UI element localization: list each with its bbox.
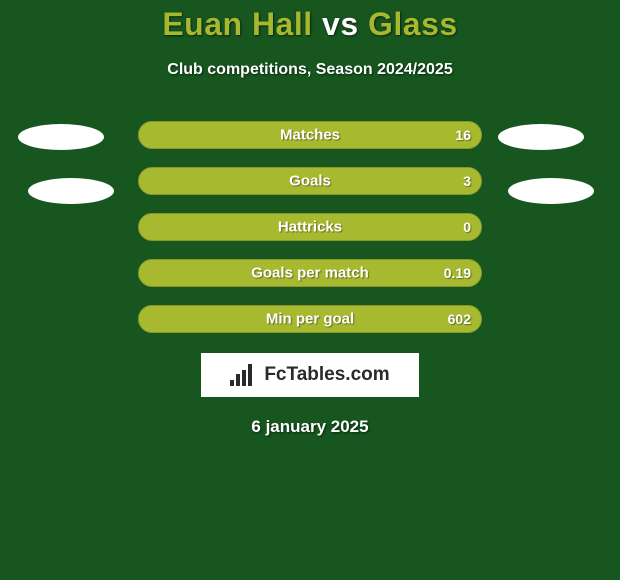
stat-bar-label: Goals — [289, 173, 331, 190]
stat-bar-label: Goals per match — [251, 265, 369, 282]
avatar-placeholder-top-right — [498, 124, 584, 150]
stat-bars: Matches 16 Goals 3 Hattricks 0 Goals per match… — [18, 121, 602, 333]
stat-bar-value-right: 0.19 — [444, 265, 471, 281]
stat-bar: Goals 3 — [138, 167, 482, 195]
stat-bar-label: Hattricks — [278, 219, 342, 236]
avatar-placeholder-bot-right — [508, 178, 594, 204]
stat-bar-value-right: 3 — [463, 173, 471, 189]
logo-text-rest: Tables.com — [287, 364, 390, 385]
stat-bar-label: Matches — [280, 127, 340, 144]
avatar-placeholder-top-left — [18, 124, 104, 150]
stats-area: Matches 16 Goals 3 Hattricks 0 Goals per match… — [0, 121, 620, 333]
stat-bar-value-right: 602 — [448, 311, 471, 327]
page-title: Euan Hall vs Glass — [0, 0, 620, 43]
stat-bar-value-right: 0 — [463, 219, 471, 235]
footer-logo: FcTables.com — [201, 353, 419, 397]
logo-text: FcTables.com — [264, 364, 389, 386]
stat-bar-value-right: 16 — [455, 127, 471, 143]
title-vs: vs — [313, 6, 368, 42]
stat-bar: Hattricks 0 — [138, 213, 482, 241]
stat-bar: Matches 16 — [138, 121, 482, 149]
stat-bar: Goals per match 0.19 — [138, 259, 482, 287]
stat-bar: Min per goal 602 — [138, 305, 482, 333]
stat-bar-label: Min per goal — [266, 311, 354, 328]
subtitle: Club competitions, Season 2024/2025 — [0, 61, 620, 79]
fctables-icon — [230, 364, 258, 386]
title-player1: Euan Hall — [162, 6, 312, 42]
title-player2: Glass — [368, 6, 458, 42]
avatar-placeholder-bot-left — [28, 178, 114, 204]
comparison-infographic: Euan Hall vs Glass Club competitions, Se… — [0, 0, 620, 580]
footer-date: 6 january 2025 — [0, 417, 620, 437]
logo-text-fc: Fc — [264, 364, 286, 385]
